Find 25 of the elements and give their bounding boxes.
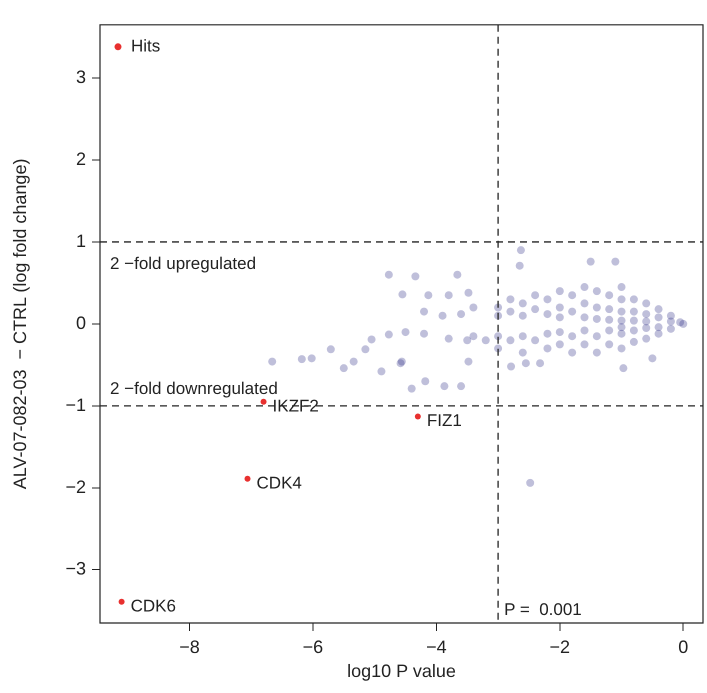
x-axis-title: log10 P value — [347, 661, 456, 682]
annotation: CDK4 — [256, 473, 302, 492]
x-tick-label: 0 — [678, 636, 688, 657]
y-tick-label: −1 — [65, 394, 86, 415]
legend-label: Hits — [131, 36, 160, 56]
ref-line-label: 2 −fold downregulated — [110, 379, 278, 398]
point — [118, 598, 125, 605]
x-tick-label: −6 — [302, 636, 324, 657]
y-tick-label: 0 — [76, 312, 86, 333]
y-tick-label: −3 — [65, 558, 86, 579]
x-tick-label: −2 — [550, 636, 570, 657]
point — [244, 476, 251, 482]
y-tick-label: −2 — [65, 476, 86, 497]
annotation: P = 0.001 — [504, 600, 582, 620]
point — [414, 414, 421, 420]
y-tick-label: 3 — [76, 67, 86, 88]
annotation: FIZ1 — [426, 411, 462, 430]
ref-line-label: 2 −fold upregulated — [110, 254, 256, 274]
point — [260, 398, 267, 405]
x-tick-label: −4 — [426, 636, 447, 657]
x-tick-label: −8 — [179, 636, 200, 657]
y-tick-label: 1 — [76, 230, 86, 251]
annotation: CDK6 — [130, 596, 176, 616]
y-tick-label: 2 — [76, 148, 86, 169]
y-axis-title: ALV-07-082-03 − CTRL (log fold change) — [10, 158, 30, 490]
